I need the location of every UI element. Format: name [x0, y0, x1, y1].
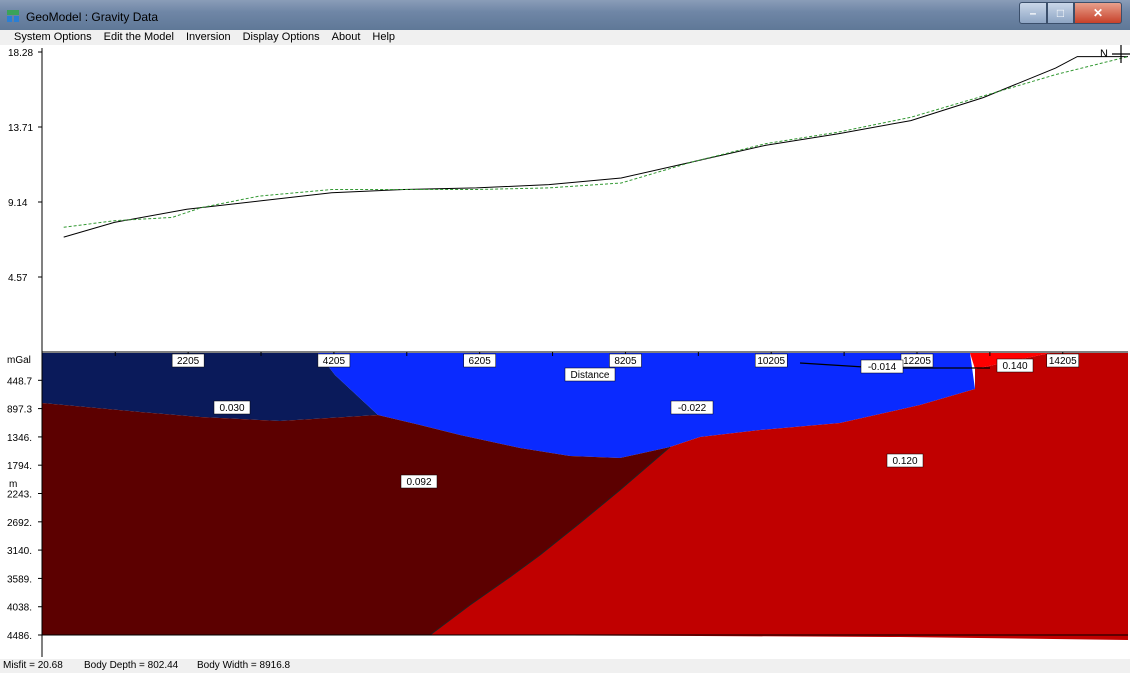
density-labels: 0.030 -0.022 -0.014 0.092 0.120 0.140 [213, 358, 1034, 489]
gravity-profile-plot: 18.28 13.71 9.14 4.57 N [8, 45, 1130, 353]
maximize-icon[interactable]: □ [1047, 2, 1074, 24]
menu-bar: System Options Edit the Model Inversion … [0, 30, 1130, 45]
distance-tick-box [317, 353, 351, 368]
y-tick-label: 9.14 [8, 198, 28, 209]
menu-edit-the-model[interactable]: Edit the Model [103, 31, 174, 43]
distance-tick-label: 10205 [757, 356, 785, 367]
title-bar[interactable]: GeoModel : Gravity Data – □ ✕ [0, 0, 1130, 30]
body-width-value: Body Width = 8916.8 [197, 660, 291, 671]
window-controls: – □ ✕ [1019, 2, 1122, 24]
density-label-box [400, 474, 438, 489]
mgal-label: mGal [7, 355, 31, 366]
menu-system-options[interactable]: System Options [14, 31, 92, 43]
y-tick-label: 13.71 [8, 123, 33, 134]
depth-tick-label: 2243. [7, 490, 32, 501]
y-tick-label: 18.28 [8, 48, 33, 59]
density-label-box [860, 359, 904, 374]
density-label-box [213, 400, 251, 415]
density-model-section: 448.7 897.3 1346. 1794. 2243. 2692. 3140. 3589.… [7, 352, 1128, 657]
menu-help[interactable]: Help [372, 31, 396, 43]
distance-tick-box [609, 353, 642, 368]
density-label-box [670, 400, 714, 415]
distance-tick-label: 4205 [323, 356, 346, 367]
geomodel-app-icon [7, 10, 19, 22]
depth-tick-label: 1794. [7, 461, 32, 472]
gravity-series [63, 56, 1129, 238]
density-label: 0.092 [406, 477, 431, 488]
distance-tick-label: 12205 [903, 356, 931, 367]
distance-tick-label: 14205 [1049, 356, 1077, 367]
density-label: -0.014 [868, 362, 897, 373]
model-bodies[interactable] [42, 353, 1128, 640]
body-left-block[interactable] [42, 403, 670, 635]
body-depth-value: Body Depth = 802.44 [84, 660, 179, 671]
depth-unit-label: m [9, 479, 17, 490]
depth-tick-label: 2692. [7, 518, 32, 529]
distance-tick-label: 6205 [469, 356, 492, 367]
distance-tick-box [463, 353, 496, 368]
north-label: N [1100, 48, 1108, 60]
misfit-value: Misfit = 20.68 [3, 660, 63, 671]
depth-tick-label: 897.3 [7, 405, 32, 416]
density-label: 0.140 [1002, 361, 1027, 372]
density-label: 0.030 [219, 403, 244, 414]
window-title: GeoModel : Gravity Data [26, 10, 159, 24]
status-bar: Misfit = 20.68 Body Depth = 802.44 Body … [0, 659, 1130, 673]
distance-label: Distance [571, 370, 610, 381]
depth-tick-label: 448.7 [7, 376, 32, 387]
density-label-box [886, 453, 924, 468]
distance-tick-label: 8205 [614, 356, 637, 367]
density-label-box [996, 358, 1034, 373]
minimize-icon[interactable]: – [1019, 2, 1047, 24]
close-icon[interactable]: ✕ [1074, 2, 1122, 24]
distance-tick-box [171, 353, 205, 368]
crosshair-cursor-icon [1112, 45, 1130, 63]
distance-tick-label: 2205 [177, 356, 200, 367]
menu-display-options[interactable]: Display Options [242, 31, 320, 43]
density-label: -0.022 [678, 403, 707, 414]
distance-axis-label: Distance [564, 367, 616, 382]
gravity-y-ticks: 18.28 13.71 9.14 4.57 [8, 48, 42, 284]
depth-tick-label: 1346. [7, 433, 32, 444]
body-upper-left[interactable] [42, 353, 378, 421]
depth-tick-label: 4486. [7, 631, 32, 642]
body-right-block[interactable] [430, 353, 1128, 640]
gravity-model-canvas[interactable]: 18.28 13.71 9.14 4.57 N 448.7 897.3 1346. 1794… [0, 45, 1130, 659]
depth-tick-label: 3589. [7, 574, 32, 585]
distance-tick-box [754, 353, 788, 368]
y-tick-label: 4.57 [8, 273, 28, 284]
depth-tick-label: 4038. [7, 603, 32, 614]
menu-about[interactable]: About [331, 31, 361, 43]
calculated-gravity-line [63, 56, 1129, 228]
menu-inversion[interactable]: Inversion [185, 31, 231, 43]
depth-tick-label: 3140. [7, 546, 32, 557]
body-boundary-line [429, 446, 671, 636]
body-central-basin[interactable] [318, 353, 975, 458]
observed-gravity-line [63, 56, 1128, 238]
distance-tick-box [1046, 353, 1080, 368]
depth-ticks: 448.7 897.3 1346. 1794. 2243. 2692. 3140. 3589.… [7, 376, 42, 642]
distance-ticks: 2205 4205 6205 8205 10205 12205 14205 [114, 352, 1080, 368]
density-label: 0.120 [892, 456, 917, 467]
